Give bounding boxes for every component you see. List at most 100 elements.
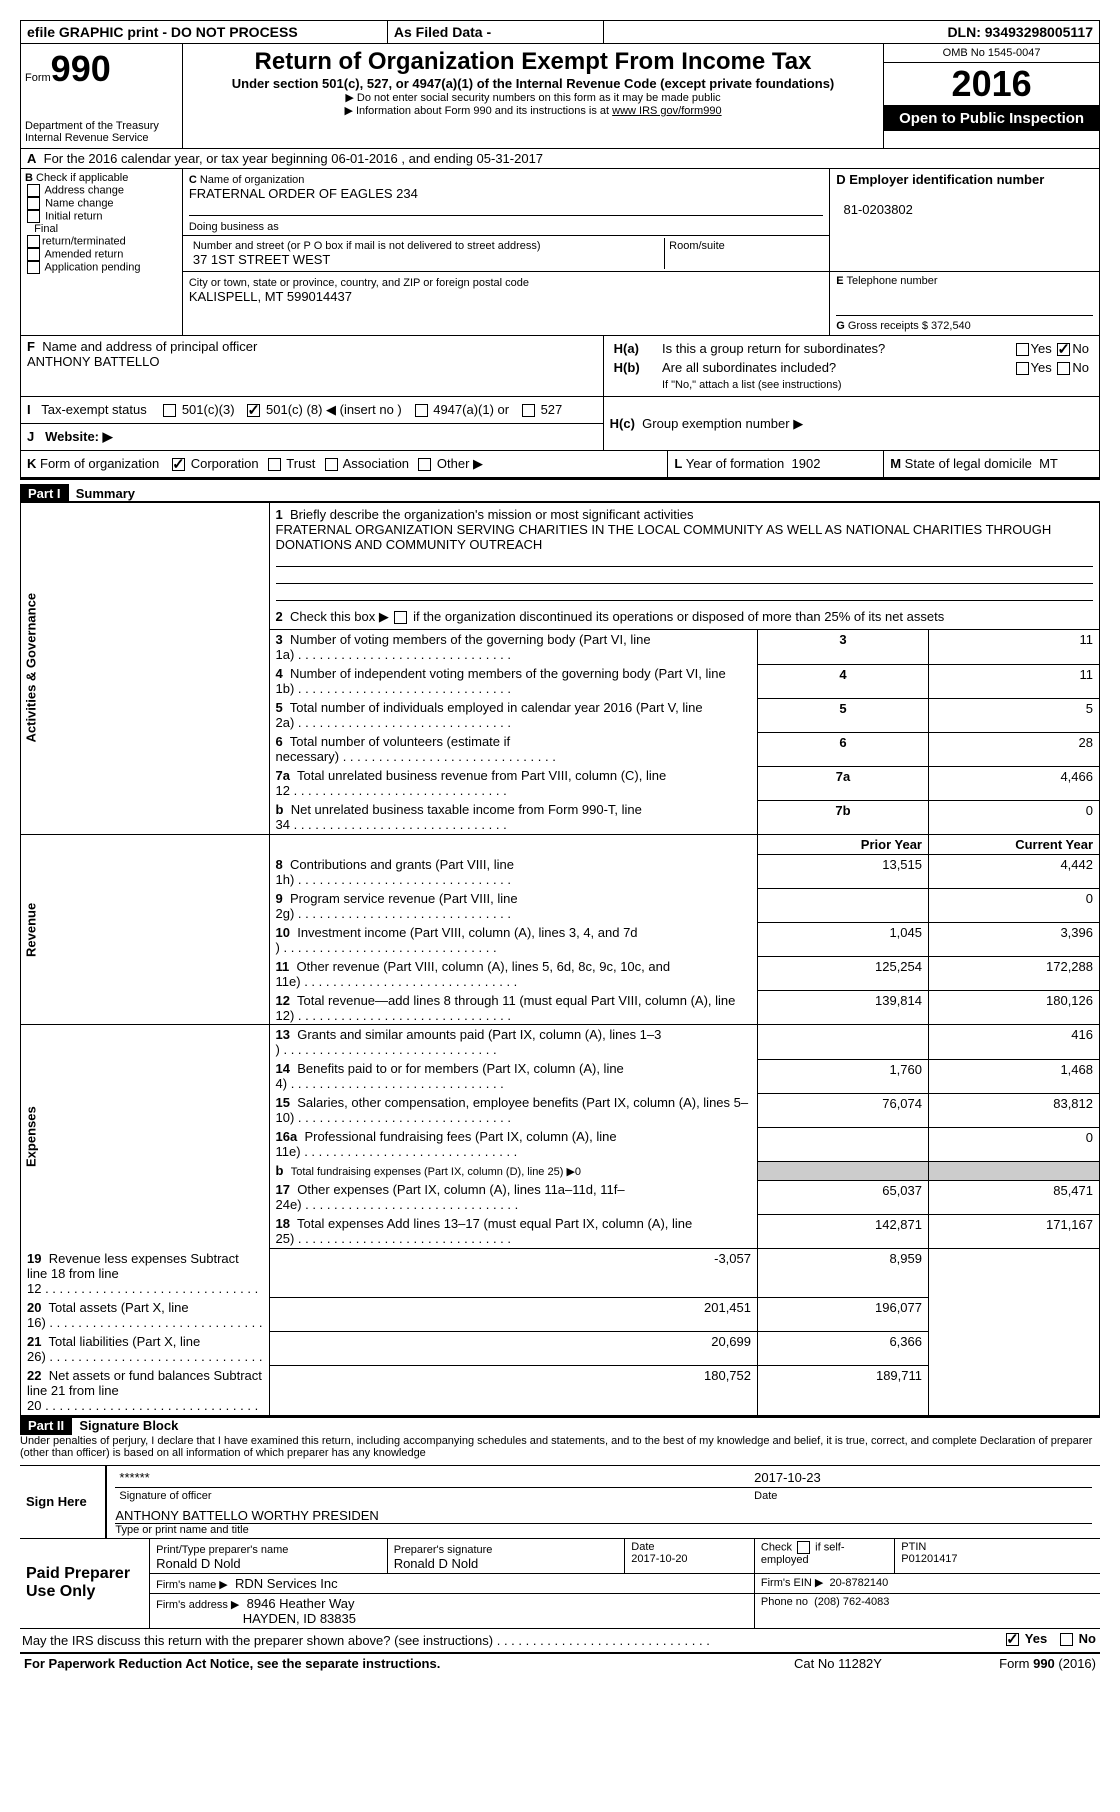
- checkbox-amended[interactable]: [27, 248, 40, 261]
- street: 37 1ST STREET WEST: [193, 252, 331, 267]
- prep-date: 2017-10-20: [631, 1553, 687, 1565]
- line-A: For the 2016 calendar year, or tax year …: [44, 151, 543, 166]
- prep-name: Ronald D Nold: [156, 1556, 241, 1571]
- status-block: I Tax-exempt status 501(c)(3) 501(c) (8)…: [20, 397, 1100, 451]
- form-prefix: Form: [25, 72, 51, 84]
- preparer-block: Paid Preparer Use Only Print/Type prepar…: [20, 1539, 1100, 1629]
- L-value: 1902: [792, 456, 821, 471]
- F-label: Name and address of principal officer: [42, 339, 257, 354]
- firm-phone-label: Phone no: [761, 1596, 808, 1608]
- sig-date: 2017-10-23: [750, 1468, 1092, 1488]
- firm-ein-label: Firm's EIN ▶: [761, 1577, 824, 1589]
- discuss-no[interactable]: [1060, 1633, 1073, 1646]
- Hb: Are all subordinates included?: [658, 358, 978, 377]
- date-label: Date: [750, 1487, 1092, 1504]
- city: KALISPELL, MT 599014437: [189, 289, 352, 304]
- cb-assoc[interactable]: [325, 458, 338, 471]
- KLM-block: K Form of organization Corporation Trust…: [20, 451, 1100, 480]
- Hb-yes[interactable]: [1016, 362, 1029, 375]
- note-ssn: ▶ Do not enter social security numbers o…: [193, 91, 873, 104]
- irs-link[interactable]: www IRS gov/form990: [612, 105, 721, 117]
- cb-501c3[interactable]: [163, 404, 176, 417]
- efile-notice: efile GRAPHIC print - DO NOT PROCESS: [21, 21, 388, 44]
- paperwork: For Paperwork Reduction Act Notice, see …: [24, 1656, 440, 1671]
- col-current: Current Year: [1015, 837, 1093, 852]
- part1-title: Part I: [20, 484, 69, 503]
- L-label: Year of formation: [686, 456, 785, 471]
- entity-block: B Check if applicable Address change Nam…: [20, 169, 1100, 336]
- Ha-no[interactable]: [1057, 343, 1070, 356]
- dba-label: Doing business as: [189, 221, 279, 233]
- as-filed: As Filed Data -: [387, 21, 603, 44]
- sign-block: Sign Here ****** 2017-10-23 Signature of…: [20, 1465, 1100, 1539]
- part1-heading: Summary: [76, 486, 135, 501]
- C-label: Name of organization: [200, 174, 305, 186]
- J-label: Website: ▶: [45, 429, 113, 444]
- open-inspection: Open to Public Inspection: [884, 106, 1099, 131]
- cb-527[interactable]: [522, 404, 535, 417]
- firm-name: RDN Services Inc: [235, 1576, 338, 1591]
- checkbox-initial-return[interactable]: [27, 210, 40, 223]
- room-label: Room/suite: [665, 238, 824, 269]
- header-bar: efile GRAPHIC print - DO NOT PROCESS As …: [20, 20, 1100, 44]
- Hb-note: If "No," attach a list (see instructions…: [658, 377, 1093, 393]
- line-22: 22 Net assets or fund balances Subtract …: [21, 1366, 1100, 1416]
- dept: Department of the Treasury: [25, 120, 178, 132]
- form-title: Return of Organization Exempt From Incom…: [193, 48, 873, 76]
- form-number: 990: [51, 48, 111, 89]
- checkbox-address-change[interactable]: [27, 184, 40, 197]
- part1-table: Activities & Governance 1 Briefly descri…: [20, 501, 1100, 1416]
- Hb-no[interactable]: [1057, 362, 1070, 375]
- cb-other[interactable]: [418, 458, 431, 471]
- dln-label: DLN:: [947, 24, 980, 40]
- side-governance: Activities & Governance: [21, 502, 270, 835]
- cb-501c[interactable]: [247, 404, 260, 417]
- title-block: Form990 Department of the Treasury Inter…: [20, 44, 1100, 149]
- prep-name-label: Print/Type preparer's name: [156, 1544, 288, 1556]
- prep-date-label: Date: [631, 1541, 654, 1553]
- M-label: State of legal domicile: [905, 456, 1032, 471]
- cb-discontinued[interactable]: [394, 611, 407, 624]
- B-label: Check if applicable: [36, 172, 128, 184]
- cat-no: Cat No 11282Y: [744, 1654, 932, 1673]
- cb-self-employed[interactable]: [797, 1541, 810, 1554]
- line-19: 19 Revenue less expenses Subtract line 1…: [21, 1249, 1100, 1298]
- firm-name-label: Firm's name ▶: [156, 1579, 228, 1591]
- prep-sig: Ronald D Nold: [394, 1556, 479, 1571]
- firm-ein: 20-8782140: [830, 1577, 889, 1589]
- omb: OMB No 1545-0047: [884, 44, 1099, 63]
- footer: For Paperwork Reduction Act Notice, see …: [20, 1654, 1100, 1673]
- name-label: Type or print name and title: [115, 1524, 1092, 1536]
- Ha-yes[interactable]: [1016, 343, 1029, 356]
- side-expenses: Expenses: [21, 1025, 270, 1249]
- firm-addr2: HAYDEN, ID 83835: [243, 1611, 356, 1626]
- firm-addr-label: Firm's address ▶: [156, 1599, 239, 1611]
- discuss-yes[interactable]: [1006, 1633, 1019, 1646]
- sign-here: Sign Here: [26, 1494, 87, 1509]
- officer-name: ANTHONY BATTELLO: [27, 354, 159, 369]
- firm-addr1: 8946 Heather Way: [247, 1596, 355, 1611]
- checkbox-final-return[interactable]: [27, 235, 40, 248]
- cb-trust[interactable]: [268, 458, 281, 471]
- line-20: 20 Total assets (Part X, line 16)201,451…: [21, 1298, 1100, 1332]
- line1-label: Briefly describe the organization's miss…: [290, 507, 693, 522]
- officer-group-block: F Name and address of principal officer …: [20, 336, 1100, 397]
- line-21: 21 Total liabilities (Part X, line 26)20…: [21, 1332, 1100, 1366]
- Ha: Is this a group return for subordinates?: [658, 339, 978, 358]
- discuss-text: May the IRS discuss this return with the…: [22, 1633, 710, 1648]
- form-subtitle: Under section 501(c), 527, or 4947(a)(1)…: [193, 76, 873, 91]
- ein: 81-0203802: [843, 202, 912, 217]
- G-label: Gross receipts $: [848, 320, 928, 332]
- org-name: FRATERNAL ORDER OF EAGLES 234: [189, 186, 418, 201]
- checkbox-pending[interactable]: [27, 261, 40, 274]
- cb-corp[interactable]: [172, 458, 185, 471]
- cb-4947[interactable]: [415, 404, 428, 417]
- sig-label: Signature of officer: [115, 1487, 750, 1504]
- perjury-text: Under penalties of perjury, I declare th…: [20, 1433, 1100, 1465]
- firm-phone: (208) 762-4083: [814, 1596, 889, 1608]
- tax-year: 2016: [884, 63, 1099, 106]
- ptin-label: PTIN: [901, 1541, 926, 1553]
- part2-heading: Signature Block: [79, 1418, 178, 1433]
- col-prior: Prior Year: [861, 837, 922, 852]
- checkbox-name-change[interactable]: [27, 197, 40, 210]
